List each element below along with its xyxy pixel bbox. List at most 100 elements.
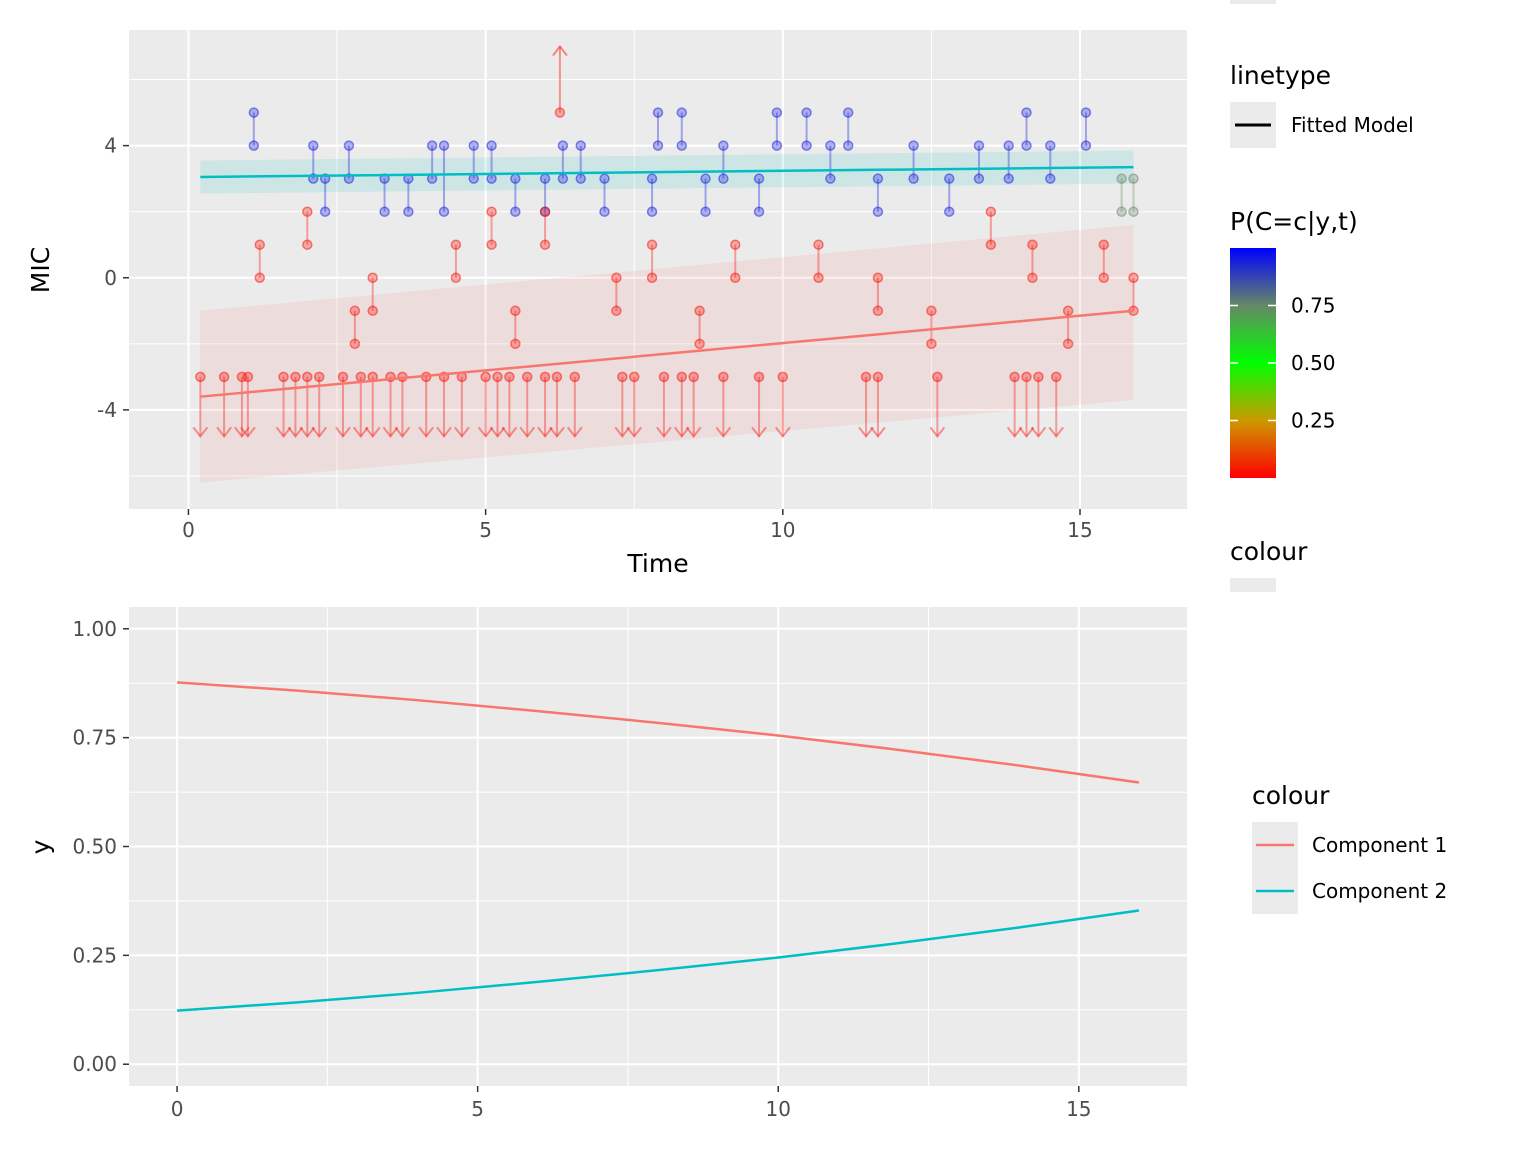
- interval-point: [1045, 173, 1056, 184]
- left-censored-arrowhead: [234, 426, 250, 438]
- interval-point: [1062, 338, 1074, 350]
- left-censored-point: [355, 371, 367, 383]
- fitted-line-1: [200, 165, 1134, 179]
- interval-point: [1098, 239, 1110, 250]
- left-censored-arrowhead: [715, 426, 732, 438]
- interval-point: [343, 140, 355, 151]
- left-censored-point: [480, 371, 491, 383]
- left-censored-arrowhead: [656, 426, 672, 438]
- x-tick-label: 10: [770, 518, 795, 542]
- left-censored-point: [492, 371, 503, 383]
- interval-point: [611, 305, 622, 317]
- y-tick-label: 4: [104, 134, 117, 158]
- y-tick-label: 0.00: [72, 1052, 117, 1076]
- interval-point: [1116, 173, 1127, 184]
- interval-point: [379, 206, 390, 217]
- interval-point: [1098, 272, 1110, 284]
- left-censored-arrowhead: [240, 426, 256, 438]
- y-tick-label: 0: [104, 266, 117, 290]
- interval-point: [1027, 272, 1038, 284]
- interval-point: [872, 272, 884, 284]
- interval-point: [468, 140, 479, 151]
- left-censored-point: [290, 371, 301, 383]
- left-censored-arrowhead: [1048, 426, 1065, 438]
- interval-point: [872, 305, 884, 317]
- left-censored-point: [551, 371, 563, 383]
- left-censored-arrowhead: [454, 426, 470, 438]
- left-censored-point: [521, 371, 533, 383]
- interval-point: [557, 140, 569, 151]
- interval-point: [694, 338, 705, 350]
- interval-point: [486, 206, 497, 217]
- interval-point: [1128, 206, 1139, 217]
- component-panel: 0 5 10 15 0.00 0.25 0.50 0.75 1.00 y: [26, 607, 1187, 1121]
- interval-point: [842, 107, 854, 118]
- left-censored-point: [218, 371, 230, 383]
- left-censored-arrowhead: [364, 426, 381, 438]
- interval-point: [700, 173, 711, 184]
- left-censored-arrowhead: [566, 426, 583, 438]
- mic-y-axis-title: MIC: [26, 247, 55, 293]
- left-censored-arrowhead: [382, 426, 399, 438]
- left-censored-arrowhead: [537, 426, 553, 438]
- interval-point: [646, 239, 658, 250]
- left-censored-arrowhead: [751, 426, 767, 438]
- interval-point: [302, 206, 313, 217]
- interval-point: [1045, 140, 1056, 151]
- interval-point: [872, 173, 884, 184]
- interval-point: [486, 173, 497, 184]
- interval-point: [367, 272, 378, 284]
- interval-point: [450, 272, 462, 284]
- interval-point: [842, 140, 854, 151]
- left-censored-point: [504, 371, 515, 383]
- x-tick-label: 15: [1067, 518, 1092, 542]
- colour-legend-title: colour: [1252, 781, 1330, 810]
- left-censored-point: [1021, 371, 1032, 383]
- left-censored-arrowhead: [775, 426, 791, 438]
- mic-panel: 0 5 10 15 -4 0 4 Time MIC: [26, 30, 1187, 578]
- left-censored-point: [1033, 371, 1044, 383]
- interval-point: [908, 173, 919, 184]
- interval-point: [557, 173, 569, 184]
- interval-point: [367, 305, 378, 317]
- left-censored-point: [1009, 371, 1020, 383]
- interval-point: [248, 140, 260, 151]
- interval-point: [575, 173, 586, 184]
- gradient-tick-label: 0.25: [1291, 409, 1336, 433]
- interval-point: [510, 206, 521, 217]
- left-censored-arrowhead: [501, 426, 518, 438]
- left-censored-point: [617, 371, 628, 383]
- interval-point: [611, 272, 622, 284]
- left-censored-arrowhead: [673, 426, 690, 438]
- left-censored-arrowhead: [436, 426, 452, 438]
- interval-point: [676, 140, 688, 151]
- interval-point: [825, 173, 836, 184]
- fitted-line-2: [200, 309, 1134, 398]
- left-censored-point: [569, 371, 581, 383]
- interval-point: [1080, 107, 1092, 118]
- left-censored-arrowhead: [1030, 426, 1047, 438]
- left-censored-arrowhead: [1018, 426, 1035, 438]
- left-censored-point: [337, 371, 349, 383]
- component-lines: [177, 681, 1140, 1012]
- interval-point: [1080, 140, 1092, 151]
- interval-point: [730, 272, 741, 284]
- interval-point: [801, 140, 812, 151]
- interval-point: [438, 206, 450, 217]
- interval-point: [771, 140, 783, 151]
- interval-point: [926, 305, 937, 317]
- interval-point: [801, 107, 812, 118]
- left-censored-arrowhead: [394, 426, 411, 438]
- interval-point: [486, 239, 497, 250]
- interval-point: [599, 173, 610, 184]
- left-censored-point: [278, 371, 289, 383]
- gradient-legend-title: P(C=c|y,t): [1230, 207, 1358, 236]
- component-y-axis-title: y: [26, 839, 55, 854]
- x-tick-label: 15: [1066, 1097, 1091, 1121]
- interval-point: [1021, 140, 1032, 151]
- interval-point: [943, 206, 955, 217]
- interval-point: [813, 239, 824, 250]
- interval-point: [248, 107, 260, 118]
- interval-point: [730, 239, 741, 250]
